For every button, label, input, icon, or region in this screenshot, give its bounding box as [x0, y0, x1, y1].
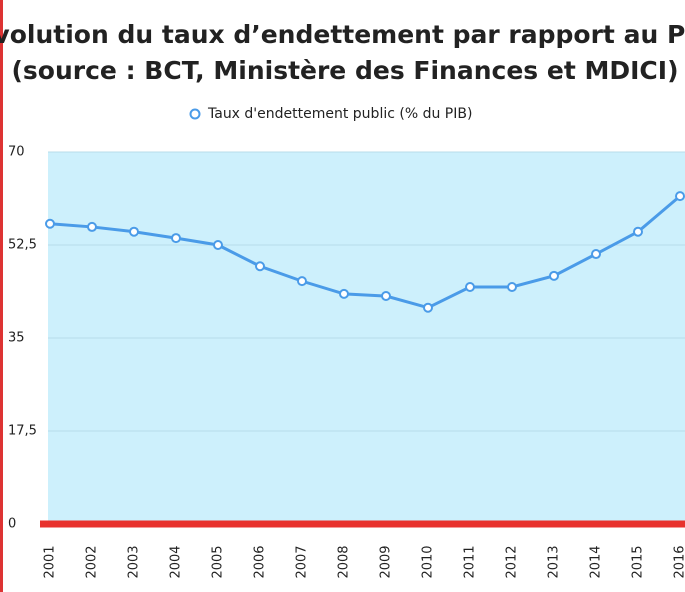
y-tick-label: 52,5 [8, 238, 37, 253]
legend-marker [189, 108, 201, 120]
point [129, 226, 139, 237]
page-border [0, 0, 3, 592]
point [591, 249, 601, 260]
x-tick-label: 2007 [295, 545, 310, 578]
x-tick-label: 2004 [169, 545, 184, 578]
x-tick-label: 2014 [589, 545, 604, 578]
point [297, 276, 307, 287]
point [465, 281, 475, 292]
point [255, 261, 265, 272]
y-tick-label: 0 [8, 517, 16, 532]
point [423, 302, 433, 313]
x-tick-label: 2008 [337, 545, 352, 578]
point [171, 233, 181, 244]
x-tick-label: 2009 [379, 545, 394, 578]
x-tick-label: 2001 [43, 545, 58, 578]
x-tick-label: 2002 [85, 545, 100, 578]
point [45, 218, 55, 229]
x-tick-label: 2005 [211, 545, 226, 578]
line [49, 194, 681, 310]
y-tick-label: 35 [8, 331, 25, 346]
x-tick-label: 2006 [253, 545, 268, 578]
point [633, 226, 643, 237]
point [87, 221, 97, 232]
y-tick-label: 70 [8, 145, 25, 160]
point [507, 281, 517, 292]
chart-title: Evolution du taux d’endettement par rapp… [0, 20, 685, 49]
y-tick-label: 17,5 [8, 424, 37, 439]
legend-label: Taux d'endettement public (% du PIB) [207, 106, 472, 122]
chart-subtitle: (source : BCT, Ministère des Finances et… [12, 56, 679, 85]
x-tick-label: 2010 [421, 545, 436, 578]
point [339, 288, 349, 299]
x-tick-label: 2016 [673, 545, 685, 578]
x-tick-label: 2015 [631, 545, 646, 578]
x-tick-label: 2012 [505, 545, 520, 578]
x-tick-label: 2013 [547, 545, 562, 578]
x-tick-label: 2011 [463, 545, 478, 578]
point [549, 270, 559, 281]
point [381, 291, 391, 302]
point [675, 191, 685, 202]
point [213, 240, 223, 250]
x-tick-label: 2003 [127, 545, 142, 578]
